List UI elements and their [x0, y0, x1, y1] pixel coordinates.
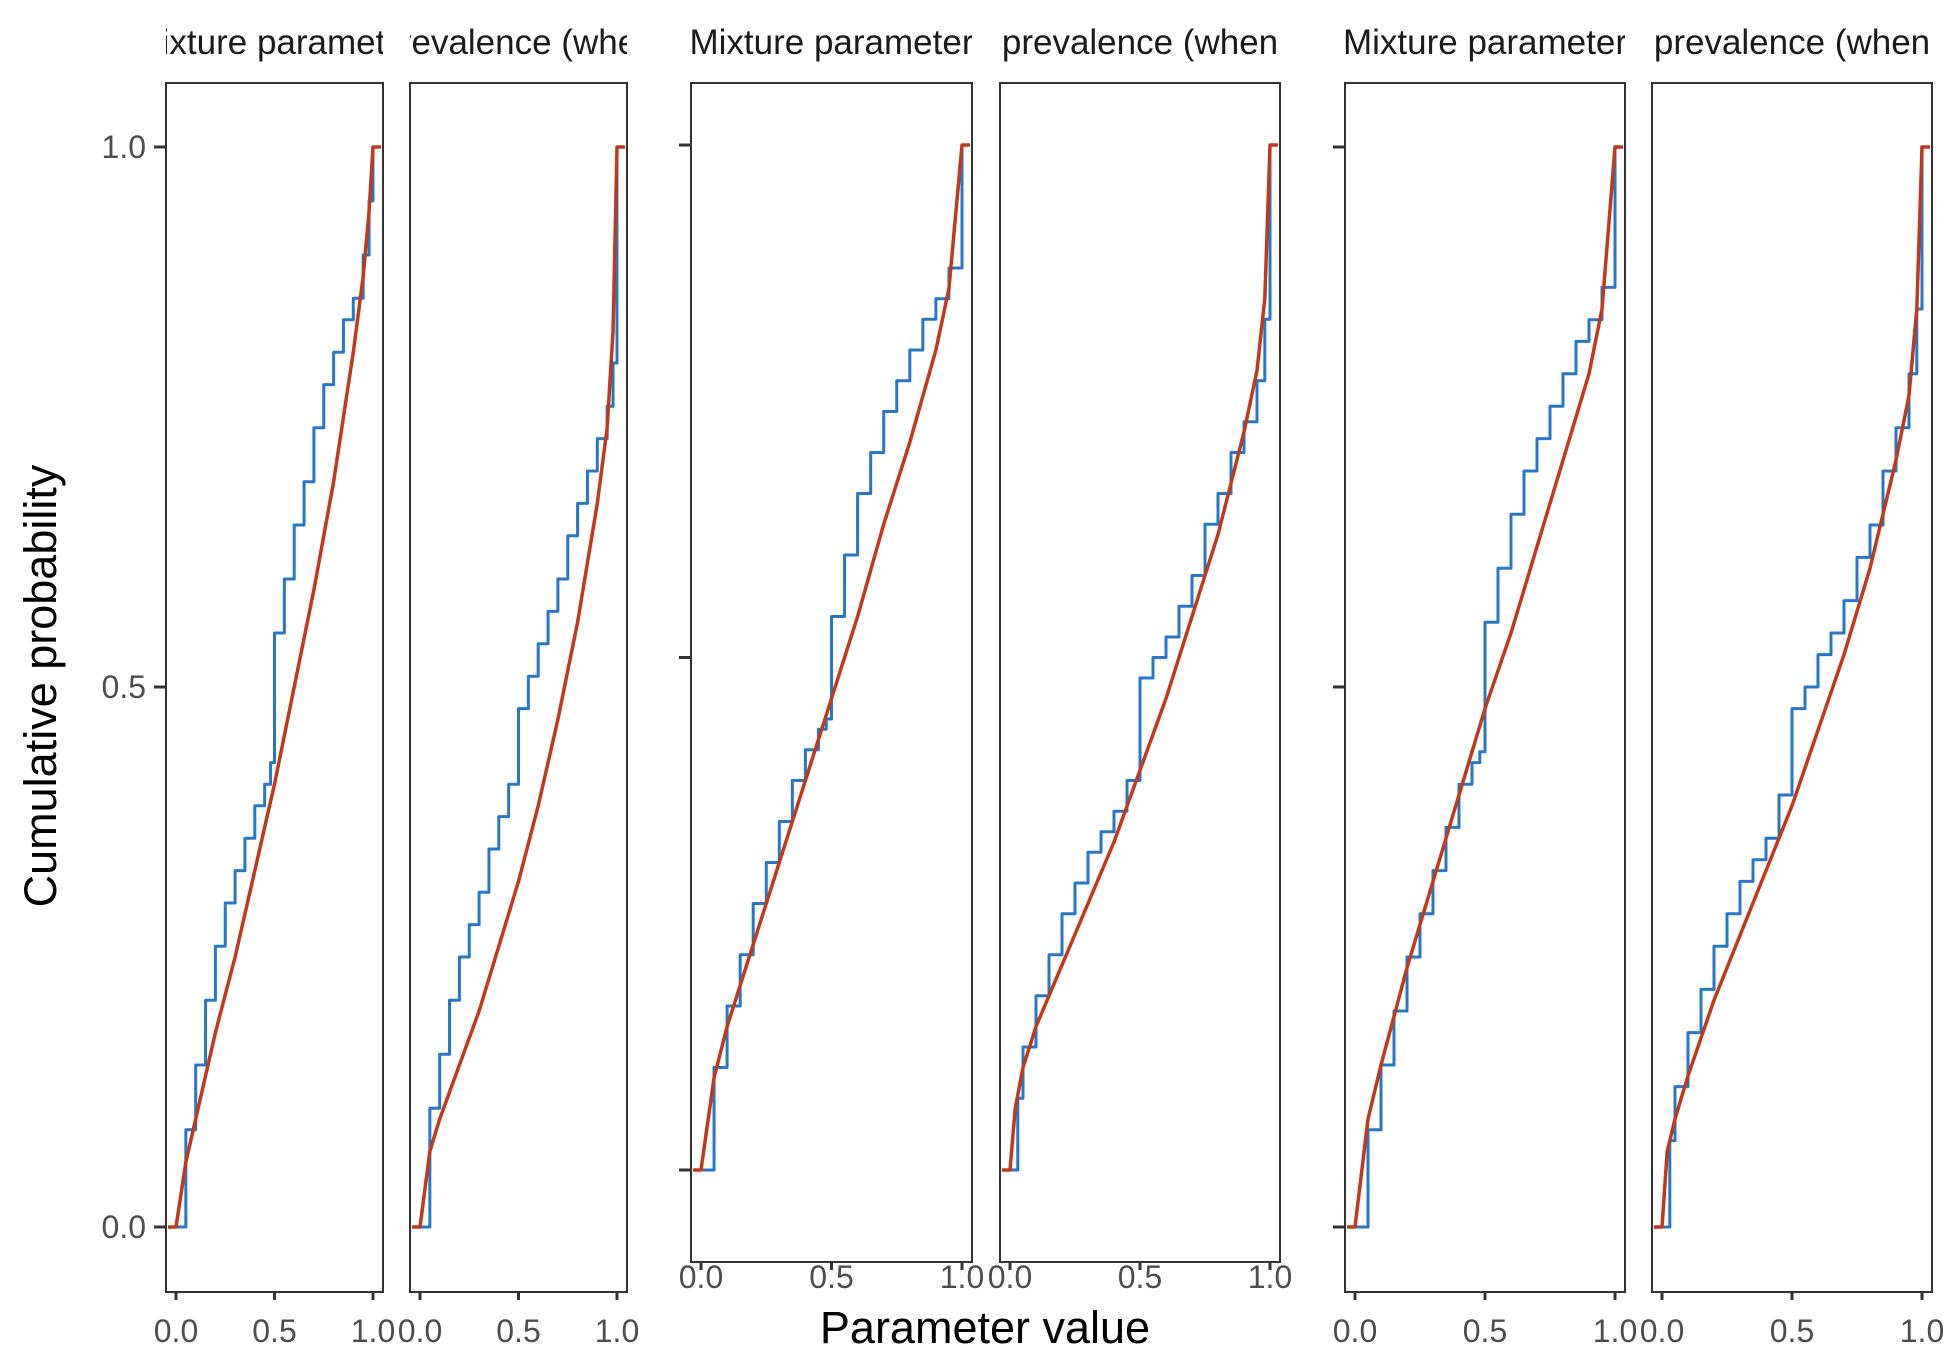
x-tick-label: 0.0 [154, 1313, 198, 1349]
panel-border [999, 82, 1281, 1263]
plot-panels: Mixture parameter 0.0 0.5 1.0 prevalence (wh… [102, 23, 1945, 1349]
x-tick-label: 0.5 [496, 1313, 540, 1349]
x-tick-label: 1.0 [595, 1313, 639, 1349]
theoretical-cdf-line [1347, 145, 1623, 1229]
strip-label: Mixture parameter [1343, 23, 1627, 62]
strip-label: Mixture parameter [690, 23, 974, 62]
empirical-cdf-line [412, 145, 625, 1229]
x-tick-label: 0.5 [1770, 1313, 1814, 1349]
x-tick-label: 1.0 [351, 1313, 395, 1349]
theoretical-cdf-line [168, 145, 381, 1229]
x-tick-label: 0.0 [1333, 1313, 1377, 1349]
strip-label: prevalence (when [1002, 23, 1278, 62]
x-tick-label: 0.5 [252, 1313, 296, 1349]
theoretical-cdf-line [693, 143, 970, 1172]
x-tick-label: 0.0 [1640, 1313, 1684, 1349]
theoretical-cdf-line [1002, 143, 1278, 1172]
strip-label: Mixture parameter [133, 23, 417, 62]
empirical-cdf-line [168, 145, 381, 1229]
y-axis-title: Cumulative probability [15, 464, 66, 907]
x-tick-label: 1.0 [1900, 1313, 1944, 1349]
panel-1-1: Mixture parameter 0.0 0.5 1.0 [133, 23, 417, 1349]
x-tick-label: 1.0 [1593, 1313, 1637, 1349]
y-tick-label: 1.0 [102, 129, 146, 165]
y-tick-label: 0.0 [102, 1209, 146, 1245]
strip-label: prevalence (when [380, 23, 656, 62]
x-tick-label: 0.5 [1463, 1313, 1507, 1349]
panel-3-1: Mixture parameter 0.0 0.5 1.0 [1333, 23, 1637, 1349]
empirical-cdf-line [693, 143, 970, 1172]
empirical-cdf-line [1654, 145, 1930, 1229]
strip-label: prevalence (when [1654, 23, 1930, 62]
x-tick-label: 0.0 [398, 1313, 442, 1349]
empirical-cdf-line [1002, 143, 1278, 1172]
x-axis-title: Parameter value [820, 1302, 1150, 1350]
panel-1-2: prevalence (when 0.0 0.5 1.0 [380, 23, 656, 1349]
theoretical-cdf-line [412, 145, 625, 1229]
empirical-cdf-line [1347, 145, 1623, 1229]
theoretical-cdf-line [1654, 145, 1930, 1229]
y-tick-label: 0.5 [102, 669, 146, 705]
panel-3-2: prevalence (when 0.0 0.5 1.0 [1640, 23, 1944, 1349]
panel-border [1651, 82, 1933, 1293]
